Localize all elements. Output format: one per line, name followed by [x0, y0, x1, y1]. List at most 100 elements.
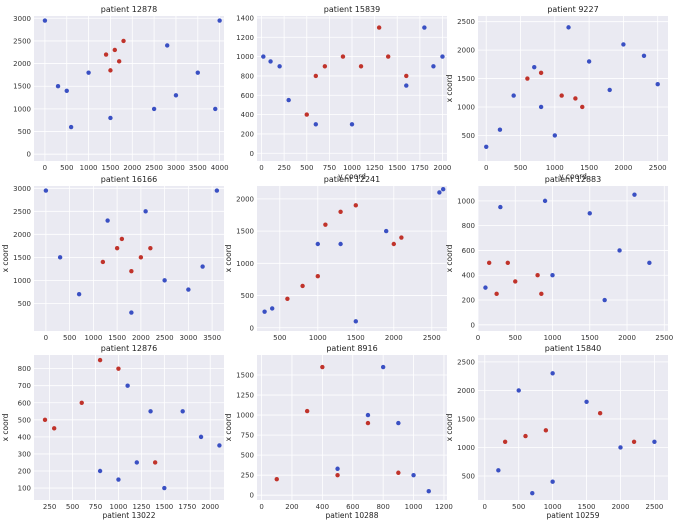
subplot-3: 0 500 1000 1500 2000 2500 500 1000 1500 2000 2500 p…: [445, 5, 668, 181]
non-idc-point: [484, 144, 489, 149]
subplot-7: 250 500 750 1000 1250 1500 1750 2000 100 200 300 40…: [1, 344, 224, 520]
non-idc-point: [180, 409, 185, 414]
idc-point: [138, 255, 144, 260]
y-axis-label: x coord: [1, 413, 10, 441]
y-tick-label: 500: [18, 300, 31, 308]
x-tick-label: 0: [44, 334, 48, 342]
non-idc-point: [86, 70, 91, 75]
y-tick-label: 800: [18, 365, 31, 373]
idc-point: [597, 411, 603, 416]
y-tick-label: 2000: [236, 195, 254, 203]
x-tick-label: 2000: [123, 164, 141, 172]
non-idc-point: [655, 82, 660, 87]
y-tick-label: 1000: [457, 103, 475, 111]
y-tick-label: 500: [18, 416, 31, 424]
idc-point: [119, 236, 125, 242]
x-tick-label: 500: [60, 164, 73, 172]
non-idc-point: [353, 319, 358, 324]
idc-point: [315, 274, 320, 279]
subplot-title: patient 9227: [547, 5, 598, 14]
non-idc-point: [129, 310, 134, 315]
x-tick-label: 0: [484, 164, 488, 172]
x-tick-label: 4000: [211, 164, 229, 172]
y-tick-label: 1000: [457, 197, 475, 205]
idc-point: [116, 366, 121, 371]
non-idc-point: [411, 472, 416, 478]
x-tick-label: 1250: [132, 503, 150, 511]
non-idc-point: [261, 54, 266, 59]
y-tick-label: 1000: [13, 105, 31, 113]
plot-background: [478, 16, 668, 161]
idc-point: [338, 209, 343, 214]
subplot-title: patient 12878: [101, 5, 157, 14]
idc-point: [494, 291, 499, 297]
subplot-title: patient 15840: [545, 344, 601, 353]
x-tick-label: 1500: [388, 164, 406, 172]
non-idc-point: [550, 371, 555, 376]
subplot-1: 0 500 1000 1500 2000 2500 3000 3500 400005001000…: [13, 5, 228, 172]
x-tick-label: 1000: [84, 334, 102, 342]
non-idc-point: [632, 192, 637, 197]
idc-point: [116, 59, 122, 64]
non-idc-point: [380, 364, 386, 370]
y-axis-label: x coord: [1, 244, 10, 272]
x-tick-label: 2000: [618, 334, 636, 342]
non-idc-point: [365, 412, 371, 418]
idc-point: [399, 235, 404, 240]
x-tick-label: 2000: [612, 503, 630, 511]
idc-point: [525, 76, 530, 81]
plot-background: [257, 186, 447, 331]
x-tick-label: 2000: [132, 334, 150, 342]
idc-point: [559, 93, 564, 98]
idc-point: [535, 273, 540, 278]
subplot-title: patient 12883: [545, 175, 601, 184]
non-idc-point: [116, 477, 121, 482]
idc-point: [322, 64, 328, 69]
x-axis-label: patient 10288: [326, 511, 379, 520]
non-idc-point: [542, 198, 548, 204]
non-idc-point: [496, 468, 501, 473]
x-axis-label: patient 13022: [103, 511, 156, 520]
non-idc-point: [268, 59, 273, 64]
non-idc-point: [143, 209, 148, 214]
x-tick-label: 2500: [423, 334, 441, 342]
plot-background: [257, 355, 447, 500]
idc-point: [502, 439, 508, 444]
non-idc-point: [198, 434, 204, 440]
non-idc-point: [396, 420, 401, 426]
y-tick-label: 1500: [457, 75, 475, 83]
non-idc-point: [532, 64, 537, 70]
x-tick-label: 1500: [108, 334, 126, 342]
idc-point: [114, 245, 120, 251]
x-tick-label: 1500: [155, 503, 173, 511]
non-idc-point: [162, 485, 167, 491]
non-idc-point: [76, 291, 82, 297]
plot-background: [34, 16, 224, 161]
x-tick-label: 2500: [655, 334, 673, 342]
non-idc-point: [384, 228, 389, 234]
non-idc-point: [441, 187, 446, 192]
x-tick-label: 2500: [156, 334, 174, 342]
x-tick-label: 2500: [646, 503, 664, 511]
x-tick-label: 400: [316, 503, 329, 511]
y-axis-label: x coord: [445, 74, 454, 102]
idc-point: [304, 408, 310, 414]
x-tick-label: 3000: [167, 164, 185, 172]
idc-point: [112, 47, 118, 53]
y-tick-label: 2500: [457, 18, 475, 26]
non-idc-point: [552, 133, 558, 138]
y-tick-label: 2500: [457, 358, 475, 366]
y-tick-label: 2000: [457, 387, 475, 395]
y-tick-label: 300: [18, 450, 31, 458]
x-tick-label: 1750: [178, 503, 196, 511]
y-tick-label: 600: [18, 399, 31, 407]
y-tick-label: 600: [462, 247, 475, 255]
x-tick-label: 1000: [309, 334, 327, 342]
non-idc-point: [349, 122, 355, 127]
non-idc-point: [55, 84, 61, 89]
x-tick-label: 750: [323, 164, 336, 172]
y-tick-label: 1000: [236, 53, 254, 61]
y-tick-label: 1500: [13, 83, 31, 91]
non-idc-point: [566, 25, 571, 30]
y-tick-label: 1000: [236, 260, 254, 268]
